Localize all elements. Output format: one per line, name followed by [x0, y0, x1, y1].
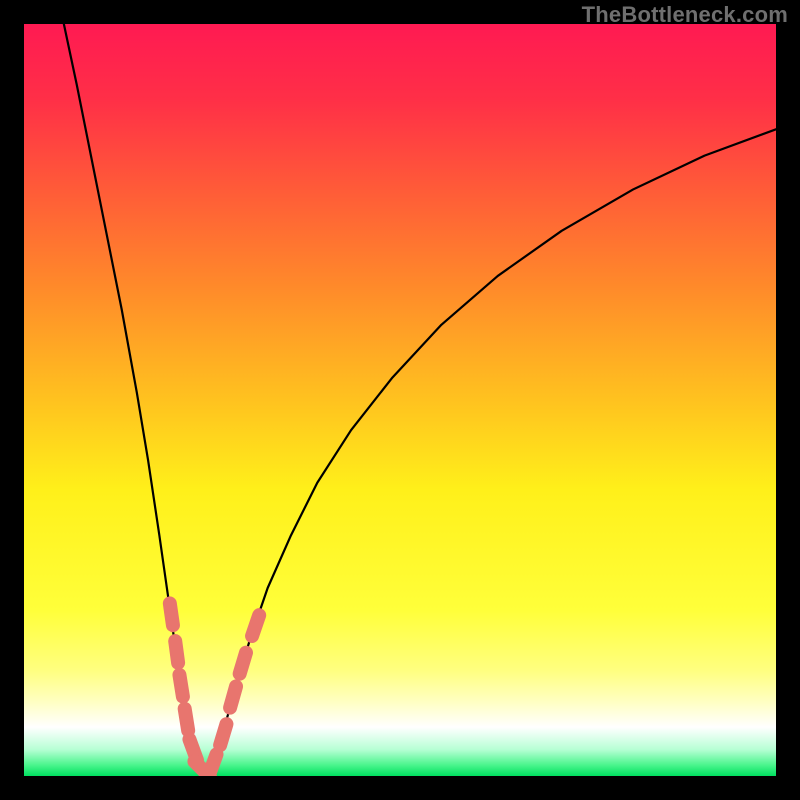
chart-stage: TheBottleneck.com — [0, 0, 800, 800]
watermark-label: TheBottleneck.com — [582, 2, 788, 28]
bottleneck-curve-chart — [0, 0, 800, 800]
plot-background — [24, 24, 776, 776]
